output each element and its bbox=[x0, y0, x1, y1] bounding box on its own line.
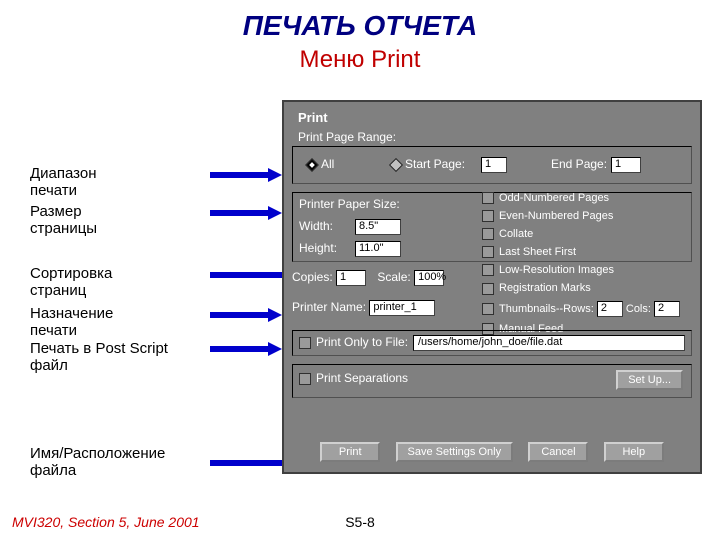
thumbs-cols-field[interactable]: 2 bbox=[654, 301, 680, 317]
arrow-dest bbox=[210, 312, 270, 318]
printer-field[interactable]: printer_1 bbox=[369, 300, 435, 316]
start-page-label: Start Page: bbox=[405, 157, 465, 171]
arrow-ps-head bbox=[268, 342, 282, 356]
width-label: Width: bbox=[299, 219, 333, 233]
printer-label: Printer Name: bbox=[292, 300, 366, 314]
file-only-label: Print Only to File: bbox=[316, 335, 408, 349]
footer-center: S5-8 bbox=[0, 514, 720, 530]
label-paper: Размер страницы bbox=[30, 203, 97, 238]
copies-field[interactable]: 1 bbox=[336, 270, 366, 286]
scale-field[interactable]: 100% bbox=[414, 270, 444, 286]
dialog-title: Print bbox=[298, 110, 328, 125]
cancel-button[interactable]: Cancel bbox=[528, 442, 588, 462]
checkbox-icon bbox=[482, 246, 494, 258]
check-odd[interactable]: Odd-Numbered Pages bbox=[482, 192, 692, 204]
checkbox-icon[interactable] bbox=[299, 373, 311, 385]
button-row: Print Save Settings Only Cancel Help bbox=[284, 442, 700, 462]
range-section-label: Print Page Range: bbox=[298, 130, 396, 144]
check-lowres[interactable]: Low-Resolution Images bbox=[482, 264, 692, 276]
radio-start-page[interactable]: Start Page: bbox=[391, 157, 465, 171]
checkbox-icon bbox=[482, 192, 494, 204]
check-lowres-label: Low-Resolution Images bbox=[499, 264, 614, 276]
checkbox-icon bbox=[482, 264, 494, 276]
check-collate[interactable]: Collate bbox=[482, 228, 692, 240]
height-label: Height: bbox=[299, 241, 337, 255]
arrow-range bbox=[210, 172, 270, 178]
arrow-paper-head bbox=[268, 206, 282, 220]
save-settings-button[interactable]: Save Settings Only bbox=[396, 442, 514, 462]
arrow-paper bbox=[210, 210, 270, 216]
diamond-icon bbox=[389, 158, 403, 172]
arrow-ps bbox=[210, 346, 270, 352]
check-thumbnails[interactable]: Thumbnails--Rows: 2 Cols: 2 bbox=[482, 301, 692, 317]
range-section: All Start Page: 1 End Page: 1 bbox=[292, 146, 692, 184]
file-path-field[interactable]: /users/home/john_doe/file.dat bbox=[413, 335, 685, 351]
checkbox-column: Odd-Numbered Pages Even-Numbered Pages C… bbox=[482, 192, 692, 341]
start-page-field[interactable]: 1 bbox=[481, 157, 507, 173]
radio-all[interactable]: All bbox=[307, 157, 334, 171]
slide-subtitle: Меню Print bbox=[0, 46, 720, 74]
checkbox-icon[interactable] bbox=[299, 337, 311, 349]
check-last[interactable]: Last Sheet First bbox=[482, 246, 692, 258]
setup-button[interactable]: Set Up... bbox=[616, 370, 683, 390]
thumbs-cols-label: Cols: bbox=[626, 302, 651, 314]
label-sort: Сортировка страниц bbox=[30, 265, 112, 300]
scale-label: Scale: bbox=[377, 270, 410, 284]
separations-label: Print Separations bbox=[316, 371, 408, 385]
checkbox-icon bbox=[482, 303, 494, 315]
end-page-field[interactable]: 1 bbox=[611, 157, 641, 173]
diamond-icon bbox=[305, 158, 319, 172]
thumbs-rows-field[interactable]: 2 bbox=[597, 301, 623, 317]
copies-label: Copies: bbox=[292, 270, 333, 284]
slide-title: ПЕЧАТЬ ОТЧЕТА bbox=[0, 10, 720, 42]
check-even-label: Even-Numbered Pages bbox=[499, 210, 613, 222]
checkbox-icon bbox=[482, 283, 494, 295]
check-thumbs-label: Thumbnails--Rows: bbox=[499, 302, 594, 314]
check-regmarks-label: Registration Marks bbox=[499, 282, 591, 294]
separations-section: Print Separations Set Up... bbox=[292, 364, 692, 398]
help-button[interactable]: Help bbox=[604, 442, 664, 462]
print-button[interactable]: Print bbox=[320, 442, 380, 462]
arrow-dest-head bbox=[268, 308, 282, 322]
check-last-label: Last Sheet First bbox=[499, 246, 576, 258]
check-collate-label: Collate bbox=[499, 228, 533, 240]
arrow-range-head bbox=[268, 168, 282, 182]
width-field[interactable]: 8.5" bbox=[355, 219, 401, 235]
file-section: Print Only to File: /users/home/john_doe… bbox=[292, 330, 692, 356]
checkbox-icon bbox=[482, 210, 494, 222]
copies-row: Copies: 1 Scale: 100% bbox=[292, 270, 472, 286]
radio-all-label: All bbox=[321, 157, 334, 171]
height-field[interactable]: 11.0" bbox=[355, 241, 401, 257]
paper-section-label: Printer Paper Size: bbox=[299, 197, 400, 211]
check-odd-label: Odd-Numbered Pages bbox=[499, 192, 609, 204]
label-dest: Назначение печати bbox=[30, 305, 113, 340]
label-postscript: Печать в Post Script файл bbox=[30, 340, 200, 375]
check-regmarks[interactable]: Registration Marks bbox=[482, 282, 692, 294]
label-file: Имя/Расположение файла bbox=[30, 445, 200, 480]
check-even[interactable]: Even-Numbered Pages bbox=[482, 210, 692, 222]
printer-row: Printer Name: printer_1 bbox=[292, 300, 435, 316]
end-page-label: End Page: bbox=[551, 157, 607, 171]
label-range: Диапазон печати bbox=[30, 165, 97, 200]
checkbox-icon bbox=[482, 228, 494, 240]
print-dialog: Print Print Page Range: All Start Page: … bbox=[282, 100, 702, 474]
